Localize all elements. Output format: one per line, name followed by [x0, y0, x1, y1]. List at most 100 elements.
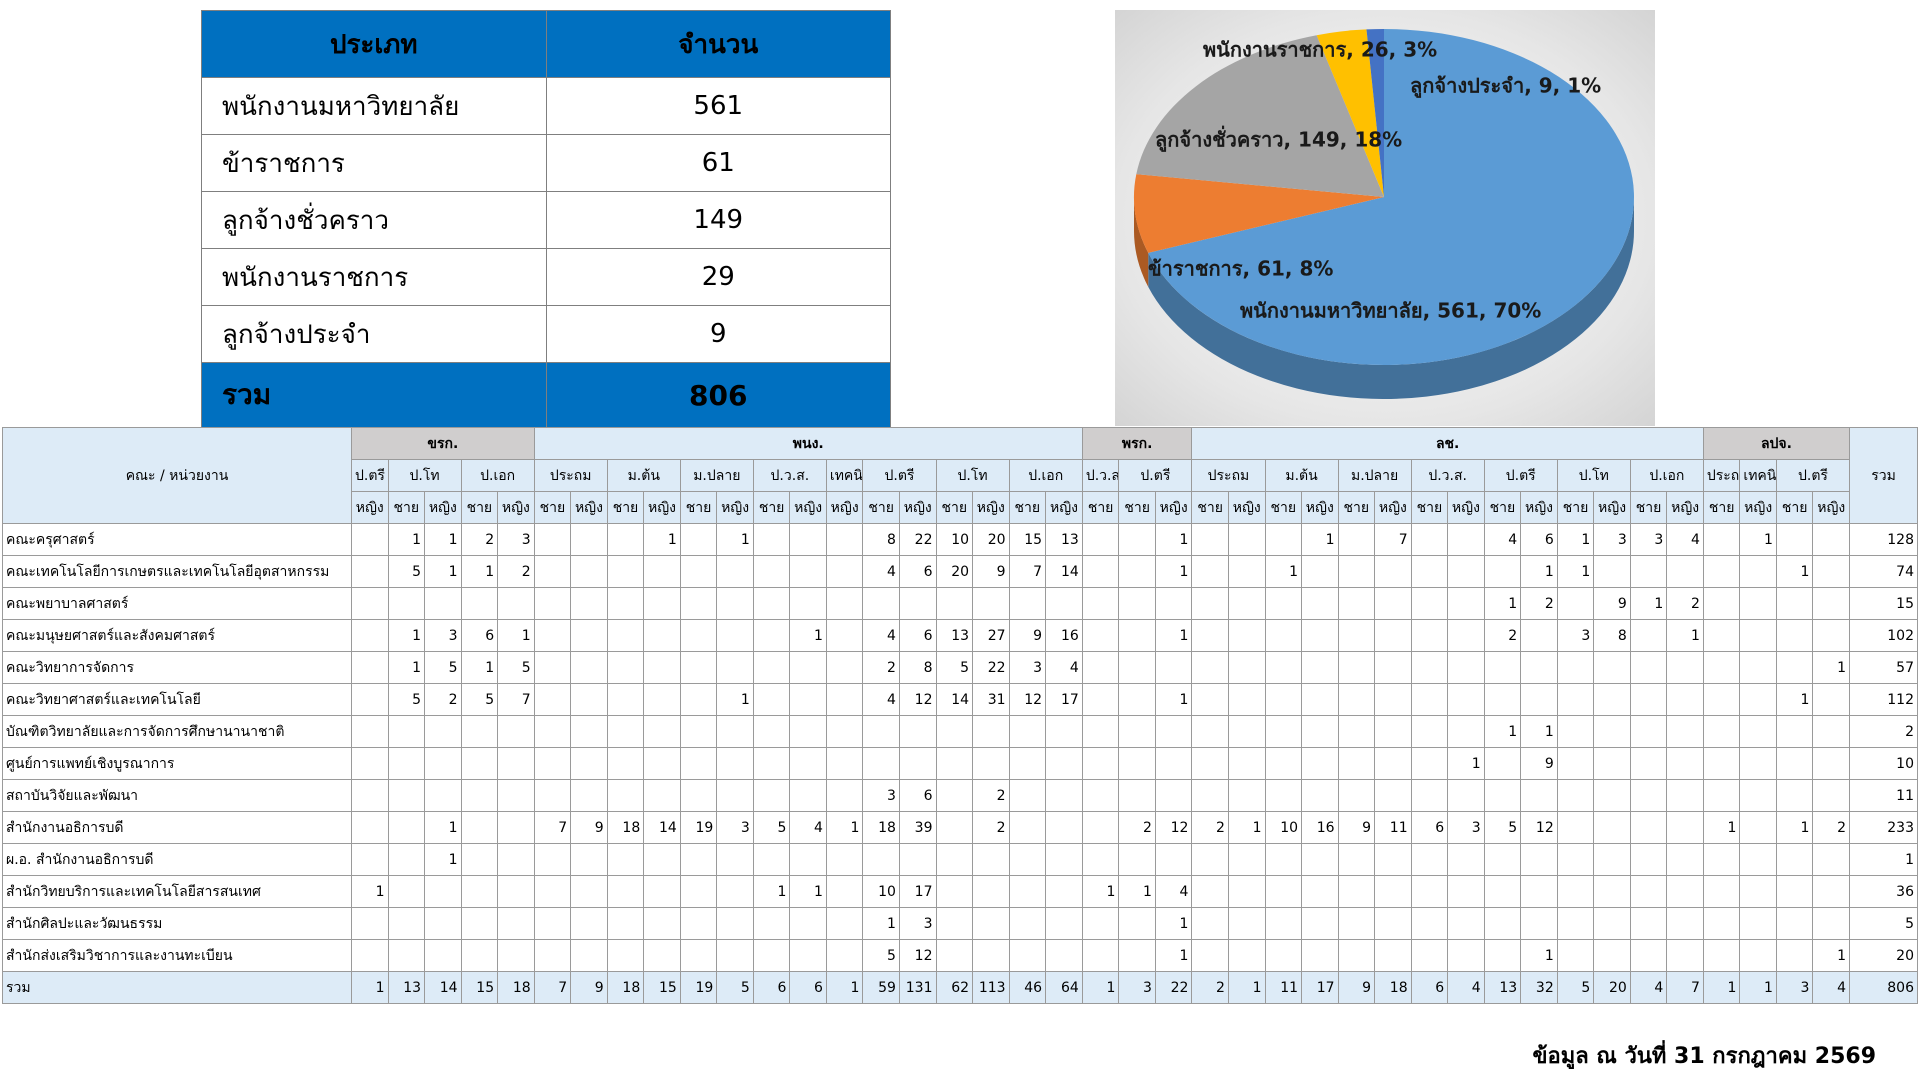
count-cell: 17: [1301, 971, 1339, 1004]
count-cell: 6: [789, 971, 827, 1004]
count-cell: 7: [1666, 971, 1704, 1004]
count-cell: 12: [898, 683, 937, 716]
count-cell: [643, 715, 681, 748]
level-header: ม.ต้น: [606, 459, 681, 492]
count-cell: [1775, 843, 1814, 876]
count-cell: 5: [752, 811, 791, 844]
gender-header: ชาย: [679, 491, 718, 524]
row: ลูกจ้างประจำ 9: [201, 305, 891, 363]
count-cell: [1702, 587, 1741, 620]
count-cell: [1775, 747, 1814, 780]
count-cell: [1483, 907, 1522, 940]
count-cell: [1520, 683, 1558, 716]
count-cell: [752, 715, 791, 748]
count-cell: [1629, 715, 1668, 748]
count-cell: [1593, 683, 1631, 716]
count-cell: [1775, 587, 1814, 620]
count-cell: [1081, 843, 1120, 876]
count-cell: 20: [972, 523, 1010, 556]
count-cell: [1264, 939, 1303, 972]
count-cell: [533, 747, 572, 780]
gender-header: หญิง: [1301, 491, 1339, 524]
count-cell: [1191, 523, 1229, 556]
count-cell: [679, 683, 718, 716]
level-header: ป.ว.ส.: [1081, 459, 1120, 492]
count-cell: [825, 779, 864, 812]
count-cell: [497, 843, 535, 876]
count-cell: 4: [1812, 971, 1850, 1004]
count-cell: [497, 811, 535, 844]
group-header: ลปจ.: [1702, 427, 1851, 460]
count-cell: [1812, 875, 1850, 908]
count-cell: [1593, 747, 1631, 780]
count-cell: 1: [1264, 555, 1303, 588]
count-cell: 149: [545, 191, 891, 249]
count-cell: 59: [862, 971, 900, 1004]
count-cell: [1739, 811, 1777, 844]
gender-header: ชาย: [533, 491, 572, 524]
count-cell: [460, 587, 499, 620]
count-cell: [1301, 747, 1339, 780]
count-cell: 1: [1154, 523, 1193, 556]
count-cell: [789, 651, 827, 684]
count-cell: [1301, 779, 1339, 812]
count-cell: [533, 587, 572, 620]
count-cell: [752, 523, 791, 556]
count-cell: [1374, 875, 1412, 908]
count-cell: [351, 747, 389, 780]
group-header: พนง.: [533, 427, 1083, 460]
count-cell: [1191, 747, 1229, 780]
count-cell: [460, 811, 499, 844]
level-header: ป.เอก: [460, 459, 535, 492]
count-cell: 18: [1374, 971, 1412, 1004]
count-cell: [752, 843, 791, 876]
unit-name: สำนักงานอธิการบดี: [2, 811, 352, 844]
level-header: ม.ปลาย: [1337, 459, 1412, 492]
level-header: ป.เอก: [1629, 459, 1704, 492]
gender-header: ชาย: [460, 491, 499, 524]
count-cell: [606, 619, 645, 652]
count-cell: 12: [1008, 683, 1047, 716]
count-cell: [1812, 587, 1850, 620]
count-cell: 1: [424, 811, 462, 844]
count-cell: 9: [972, 555, 1010, 588]
count-cell: 1: [387, 523, 426, 556]
count-cell: [351, 843, 389, 876]
count-cell: 17: [898, 875, 937, 908]
count-cell: 3: [862, 779, 900, 812]
count-cell: 10: [862, 875, 900, 908]
count-cell: [972, 939, 1010, 972]
count-cell: [1337, 651, 1376, 684]
count-cell: [1374, 683, 1412, 716]
level-header: ประถม: [533, 459, 608, 492]
count-cell: 18: [606, 971, 645, 1004]
slice: [1366, 29, 1384, 197]
row: พนักงานราชการ 29: [201, 248, 891, 306]
gender-header: หญิง: [1666, 491, 1704, 524]
count-cell: [752, 907, 791, 940]
count-cell: [716, 619, 754, 652]
count-cell: [898, 587, 937, 620]
count-cell: [460, 843, 499, 876]
count-cell: [1191, 843, 1229, 876]
count-cell: [1812, 619, 1850, 652]
count-cell: [1081, 779, 1120, 812]
type-cell: ข้าราชการ: [201, 134, 547, 192]
count-cell: 1: [460, 555, 499, 588]
gender-header: หญิง: [898, 491, 937, 524]
count-cell: [1191, 683, 1229, 716]
count-cell: [1410, 907, 1449, 940]
count-cell: [1191, 939, 1229, 972]
count-cell: [1447, 939, 1485, 972]
count-cell: [752, 747, 791, 780]
count-cell: 4: [862, 683, 900, 716]
count-cell: 9: [570, 971, 608, 1004]
count-cell: [1301, 587, 1339, 620]
count-cell: [789, 907, 827, 940]
count-cell: 1: [1154, 555, 1193, 588]
count-cell: [1191, 555, 1229, 588]
count-cell: [1593, 555, 1631, 588]
count-cell: 1: [1812, 651, 1850, 684]
count-cell: [1337, 587, 1376, 620]
group-header: ลช.: [1191, 427, 1704, 460]
